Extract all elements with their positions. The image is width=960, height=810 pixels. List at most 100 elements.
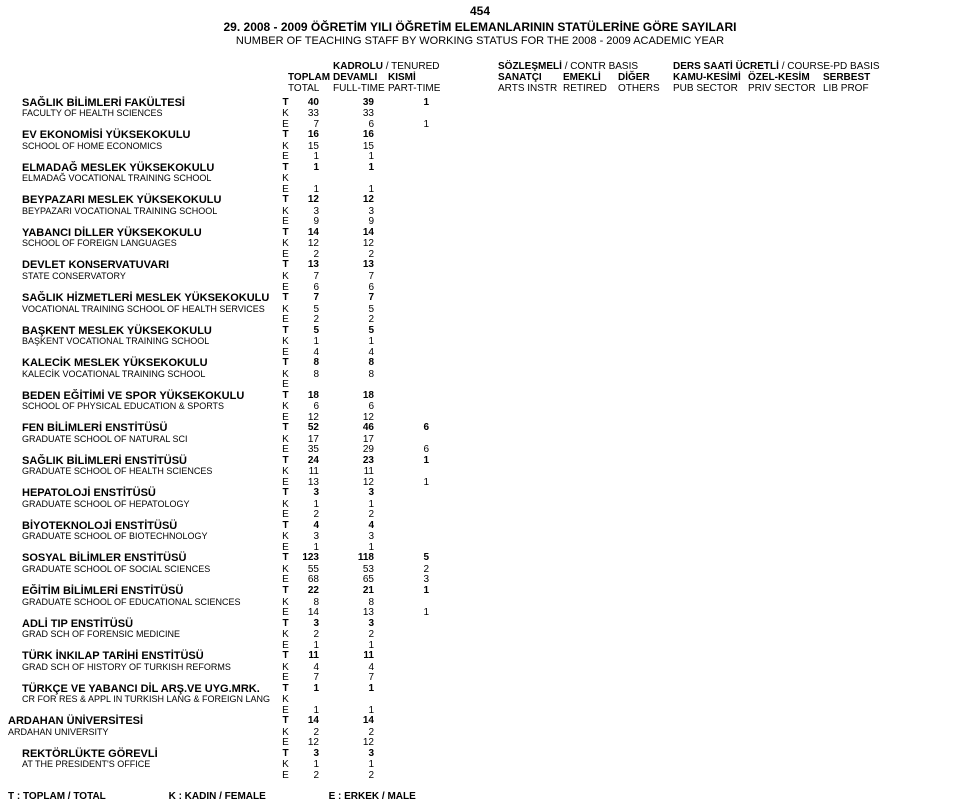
row-tke: T bbox=[278, 651, 293, 663]
row-value: 14 bbox=[333, 228, 388, 240]
row-value bbox=[498, 728, 563, 739]
row-value bbox=[748, 467, 823, 478]
row-value bbox=[498, 185, 563, 196]
row-value bbox=[388, 260, 443, 272]
row-value bbox=[823, 565, 883, 576]
row-value bbox=[443, 370, 498, 381]
table-row: STATE CONSERVATORYK77 bbox=[8, 272, 952, 283]
row-value bbox=[498, 391, 563, 403]
row-value bbox=[748, 239, 823, 250]
row-value bbox=[748, 500, 823, 511]
row-value bbox=[563, 380, 618, 391]
row-value: 2 bbox=[333, 510, 388, 521]
row-value bbox=[388, 305, 443, 316]
row-value bbox=[748, 488, 823, 500]
row-value bbox=[673, 283, 748, 294]
row-value bbox=[748, 120, 823, 131]
row-value bbox=[498, 358, 563, 370]
row-value bbox=[498, 771, 563, 782]
row-value bbox=[673, 195, 748, 207]
row-value bbox=[443, 293, 498, 305]
row-value bbox=[823, 239, 883, 250]
row-value bbox=[443, 619, 498, 631]
row-value: 33 bbox=[333, 109, 388, 120]
row-value: 1 bbox=[333, 152, 388, 163]
row-value bbox=[618, 641, 673, 652]
row-value bbox=[673, 260, 748, 272]
row-value bbox=[563, 716, 618, 728]
row-value bbox=[498, 142, 563, 153]
row-value bbox=[673, 185, 748, 196]
row-label: SCHOOL OF PHYSICAL EDUCATION & SPORTS bbox=[8, 402, 278, 413]
row-value bbox=[498, 521, 563, 533]
row-value bbox=[823, 272, 883, 283]
row-value bbox=[748, 358, 823, 370]
row-value bbox=[748, 337, 823, 348]
row-value bbox=[823, 521, 883, 533]
row-label bbox=[8, 738, 278, 749]
row-value: 1 bbox=[333, 163, 388, 175]
row-value bbox=[443, 521, 498, 533]
row-value bbox=[748, 738, 823, 749]
col-priv-en: PRIV SECTOR bbox=[748, 83, 823, 94]
row-value bbox=[388, 250, 443, 261]
row-value bbox=[673, 532, 748, 543]
row-value bbox=[498, 283, 563, 294]
row-value bbox=[443, 651, 498, 663]
col-lib-en: LIB PROF bbox=[823, 83, 883, 94]
row-value bbox=[563, 619, 618, 631]
row-value bbox=[443, 608, 498, 619]
row-value bbox=[563, 402, 618, 413]
row-value bbox=[823, 510, 883, 521]
row-value bbox=[673, 142, 748, 153]
row-value: 9 bbox=[333, 217, 388, 228]
row-value: 1 bbox=[333, 706, 388, 717]
row-value bbox=[563, 641, 618, 652]
row-value bbox=[748, 456, 823, 468]
row-value bbox=[563, 217, 618, 228]
row-value bbox=[563, 467, 618, 478]
row-value bbox=[618, 760, 673, 771]
row-value bbox=[388, 663, 443, 674]
row-label bbox=[8, 608, 278, 619]
row-value: 4 bbox=[333, 521, 388, 533]
row-value bbox=[823, 174, 883, 185]
row-tke: E bbox=[278, 608, 293, 619]
row-value bbox=[443, 174, 498, 185]
row-value bbox=[498, 716, 563, 728]
row-value bbox=[563, 305, 618, 316]
row-value bbox=[563, 152, 618, 163]
row-value bbox=[443, 553, 498, 565]
row-value: 1 bbox=[388, 120, 443, 131]
row-value: 2 bbox=[333, 315, 388, 326]
col-arts-en: ARTS INSTR bbox=[498, 83, 563, 94]
row-value bbox=[823, 608, 883, 619]
table-row: KALECİK VOCATIONAL TRAINING SCHOOLK88 bbox=[8, 370, 952, 381]
row-value bbox=[443, 228, 498, 240]
row-value bbox=[618, 272, 673, 283]
row-value bbox=[823, 467, 883, 478]
row-value bbox=[823, 500, 883, 511]
row-value bbox=[563, 532, 618, 543]
row-value bbox=[673, 456, 748, 468]
row-value bbox=[618, 185, 673, 196]
row-value bbox=[673, 423, 748, 435]
table-row: E22 bbox=[8, 771, 952, 782]
row-value bbox=[748, 130, 823, 142]
row-value bbox=[388, 293, 443, 305]
row-value bbox=[823, 771, 883, 782]
row-value bbox=[388, 749, 443, 761]
row-value bbox=[388, 217, 443, 228]
row-label: VOCATIONAL TRAINING SCHOOL OF HEALTH SER… bbox=[8, 305, 278, 316]
row-tke: E bbox=[278, 738, 293, 749]
row-value bbox=[388, 228, 443, 240]
row-value bbox=[388, 728, 443, 739]
row-value bbox=[748, 575, 823, 586]
row-tke: E bbox=[278, 315, 293, 326]
row-value: 15 bbox=[333, 142, 388, 153]
row-value: 2 bbox=[333, 630, 388, 641]
row-value bbox=[498, 738, 563, 749]
row-label: AT THE PRESIDENT'S OFFICE bbox=[8, 760, 278, 771]
row-value bbox=[618, 293, 673, 305]
page-container: 454 29. 2008 - 2009 ÖĞRETİM YILI ÖĞRETİM… bbox=[0, 0, 960, 810]
